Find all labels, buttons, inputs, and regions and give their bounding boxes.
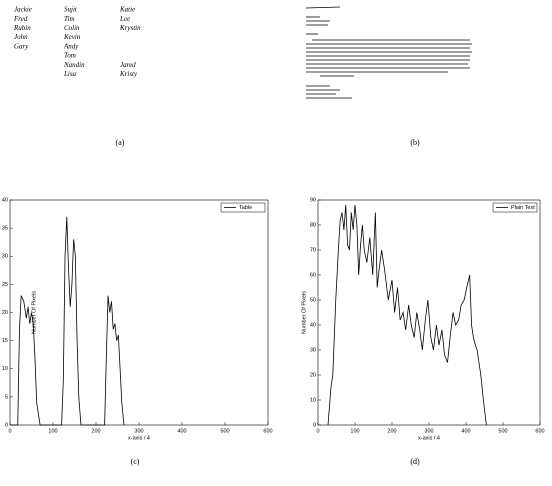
data-line — [10, 217, 124, 425]
x-tick-label: 600 — [263, 428, 272, 434]
handwritten-name: Lisa — [63, 70, 77, 78]
x-tick-label: 400 — [461, 428, 470, 434]
y-tick-label: 60 — [310, 272, 316, 278]
y-tick-label: 35 — [2, 226, 8, 232]
x-tick-label: 500 — [498, 428, 507, 434]
y-tick-label: 50 — [310, 297, 316, 303]
handwritten-name: Jackie — [14, 6, 32, 14]
y-tick-label: 15 — [2, 338, 8, 344]
x-tick-label: 200 — [91, 428, 100, 434]
handwritten-name: Jared — [120, 61, 136, 69]
data-line — [328, 205, 486, 425]
handwritten-name: Rubin — [13, 24, 31, 32]
y-tick-label: 90 — [310, 197, 316, 203]
handwritten-name: Tom — [64, 52, 76, 60]
y-tick-label: 80 — [310, 222, 316, 228]
x-axis-label: x-axis / 4 — [128, 435, 150, 441]
x-tick-label: 200 — [387, 428, 396, 434]
letter-image — [306, 7, 472, 98]
y-tick-label: 30 — [310, 347, 316, 353]
legend-label: Table — [239, 205, 252, 211]
y-axis-label: Number Of Pixels — [301, 291, 307, 334]
x-tick-label: 0 — [8, 428, 11, 434]
handwritten-name: Colin — [64, 24, 80, 32]
y-tick-label: 0 — [5, 422, 8, 428]
plot-frame — [10, 200, 268, 425]
y-tick-label: 70 — [310, 247, 316, 253]
x-tick-label: 0 — [316, 428, 319, 434]
handwritten-name: Sujit — [64, 6, 78, 14]
y-tick-label: 25 — [2, 282, 8, 288]
x-tick-label: 500 — [220, 428, 229, 434]
handwritten-name: Lee — [119, 15, 130, 23]
x-tick-label: 400 — [177, 428, 186, 434]
handwritten-name: Andy — [63, 42, 79, 50]
handwritten-name: Gary — [14, 42, 29, 50]
y-tick-label: 10 — [310, 397, 316, 403]
handwritten-name: Krystin — [119, 24, 141, 32]
legend-label: Plain Text — [511, 205, 535, 211]
handwritten-name: Katie — [119, 6, 135, 14]
y-axis-label: Number Of Pixels — [31, 291, 37, 334]
x-tick-label: 300 — [424, 428, 433, 434]
y-tick-label: 40 — [2, 197, 8, 203]
handwritten-name: Nandin — [63, 61, 85, 69]
y-tick-label: 0 — [313, 422, 316, 428]
x-tick-label: 100 — [350, 428, 359, 434]
y-tick-label: 5 — [5, 394, 8, 400]
caption: (a) — [116, 138, 125, 147]
y-tick-label: 40 — [310, 322, 316, 328]
caption: (b) — [410, 138, 420, 147]
handwritten-name: Fred — [13, 15, 28, 23]
y-tick-label: 20 — [310, 372, 316, 378]
figure: JackieFredRubinJohnGary SujitTimColinKevi… — [0, 0, 552, 486]
handwritten-name: Kevin — [63, 33, 81, 41]
x-tick-label: 600 — [535, 428, 544, 434]
x-axis-label: x-axis / 4 — [418, 435, 440, 441]
x-tick-label: 300 — [134, 428, 143, 434]
caption: (d) — [410, 457, 420, 466]
y-tick-label: 20 — [2, 310, 8, 316]
handwritten-name: John — [14, 33, 28, 41]
y-tick-label: 10 — [2, 366, 8, 372]
handwritten-name: Tim — [64, 15, 75, 23]
x-tick-label: 100 — [48, 428, 57, 434]
handwritten-name: Kristy — [119, 70, 138, 78]
caption: (c) — [131, 457, 140, 466]
y-tick-label: 30 — [2, 254, 8, 260]
